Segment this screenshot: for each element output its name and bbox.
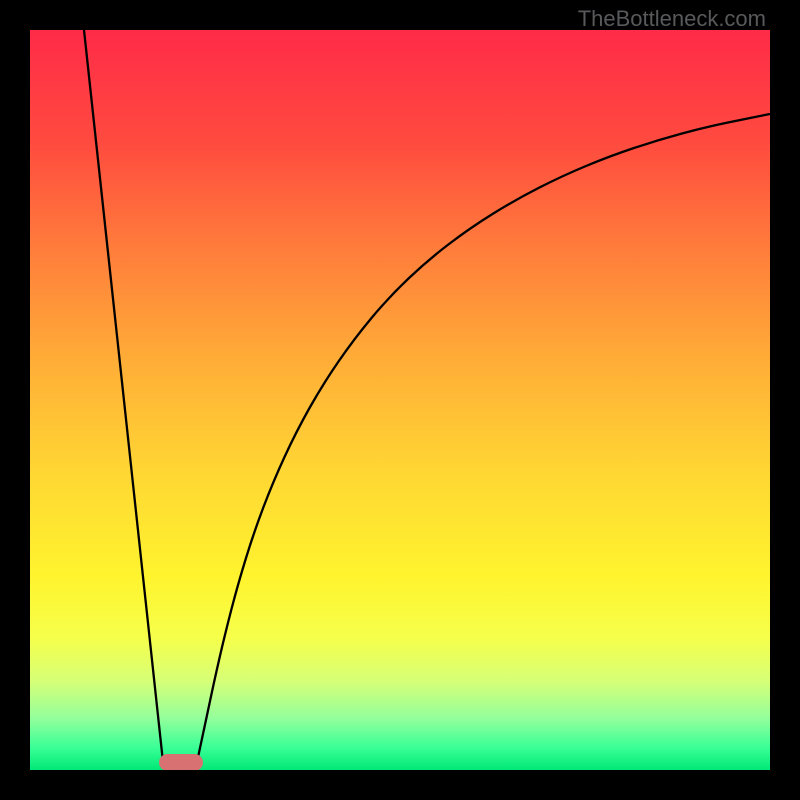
bottleneck-curves — [30, 30, 770, 770]
left-descending-line — [84, 30, 163, 762]
frame-bottom — [0, 770, 800, 800]
chart-container: TheBottleneck.com — [0, 0, 800, 800]
frame-right — [770, 0, 800, 800]
plot-area — [30, 30, 770, 770]
optimal-marker — [159, 754, 203, 771]
right-ascending-curve — [197, 114, 770, 762]
watermark-text: TheBottleneck.com — [578, 6, 766, 32]
frame-left — [0, 0, 30, 800]
